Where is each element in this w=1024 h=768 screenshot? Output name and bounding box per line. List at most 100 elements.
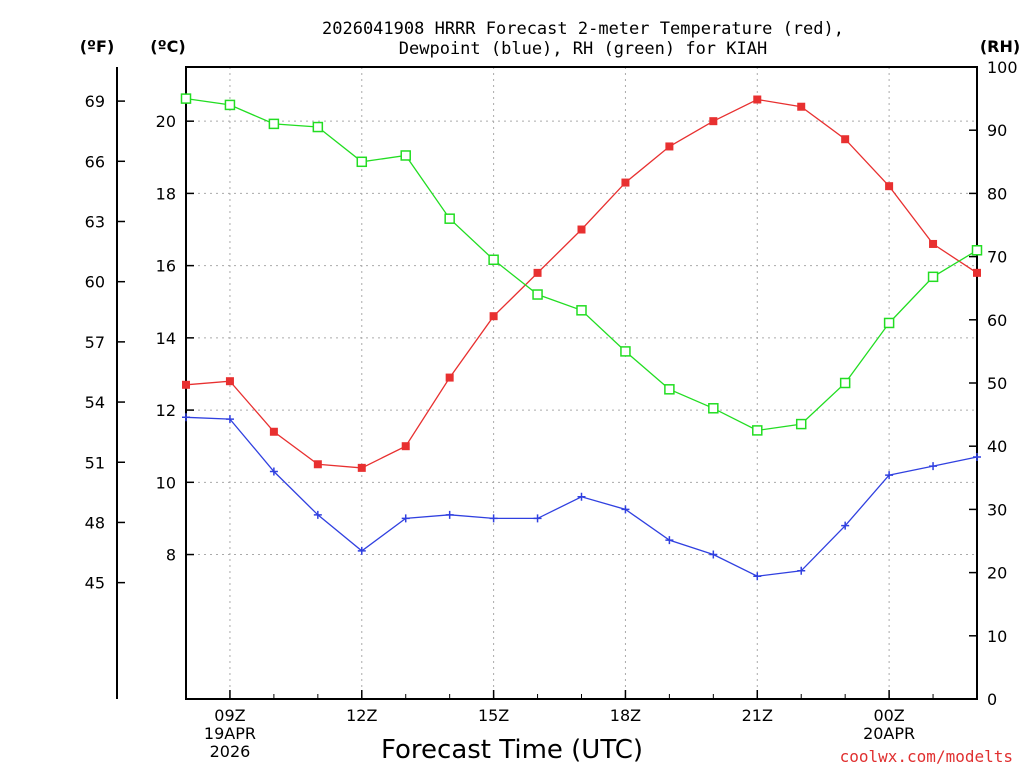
celsius-unit-label: (ºC) [150,37,185,56]
temperature-point [665,142,674,151]
rh-point [356,156,368,168]
rh-tick-label: 0 [987,690,997,709]
celsius-tick-label: 12 [156,401,176,420]
temperature-point [973,268,981,277]
chart-title-line2: Dewpoint (blue), RH (green) for KIAH [399,39,767,59]
temperature-point [621,178,630,187]
x-tick-label: 09Z [214,706,245,725]
x-axis-label: Forecast Time (UTC) [381,735,643,765]
rh-point [312,121,324,133]
temperature-point [753,95,762,104]
rh-point [400,150,411,161]
x-tick-label: 15Z [478,706,509,725]
dewpoint-point [709,550,718,559]
fahrenheit-tick-label: 54 [85,393,105,412]
dewpoint-point [225,415,234,424]
temperature-point [709,117,718,126]
axes: 8 10 12 14 16 18 20 45 48 51 54 57 60 63 66 69 0 10 20 30 40… [85,58,1018,761]
temperature-point [841,135,850,144]
temperature-point [797,102,806,111]
x-tick-label: 00Z [873,706,904,725]
credit-link[interactable]: coolwx.com/modelts [840,747,1013,766]
fahrenheit-tick-label: 45 [85,574,105,593]
rh-point [752,425,763,436]
fahrenheit-unit-label: (ºF) [80,37,115,56]
rh-point [927,271,939,283]
temperature-point [269,427,278,436]
celsius-tick-label: 16 [156,257,176,276]
temperature-point [357,463,366,472]
x-tick-label: 19APR [204,724,256,743]
celsius-tick-label: 18 [156,184,176,203]
rh-tick-label: 100 [987,58,1018,77]
rh-point [620,346,631,357]
dewpoint-point [885,471,894,480]
celsius-tick-label: 20 [156,112,176,131]
rh-point [268,118,280,130]
rh-point [795,418,807,430]
plot-frame [185,66,978,700]
data-series [180,93,983,581]
fahrenheit-tick-label: 63 [85,212,105,231]
fahrenheit-tick-label: 51 [85,453,105,472]
rh-point [971,245,983,256]
dewpoint-point [269,467,278,476]
dewpoint-point [973,453,981,462]
rh-point [576,305,587,316]
rh-point [708,403,719,414]
dewpoint-point [577,492,586,501]
dewpoint-point [797,566,806,575]
temperature-point [489,312,498,321]
temperature-point [533,268,542,277]
fahrenheit-tick-label: 66 [85,152,105,171]
dewpoint-point [182,413,190,422]
dewpoint-point [533,514,542,523]
dewpoint-point [753,572,762,581]
temperature-point [182,380,190,389]
x-tick-label: 21Z [742,706,773,725]
temperature-point [885,182,894,191]
x-tick-label: 2026 [210,742,251,761]
rh-point [488,254,499,266]
rh-point [224,99,236,111]
dewpoint-point [401,514,410,523]
dewpoint-point [313,510,322,519]
temperature-point [225,377,234,386]
x-tick-label: 18Z [610,706,641,725]
temperature-point [577,225,586,234]
temperature-point [445,373,454,382]
fahrenheit-tick-label: 57 [85,333,105,352]
rh-point [839,377,851,389]
rh-unit-label: (RH) [980,37,1020,56]
fahrenheit-tick-label: 60 [85,273,105,292]
celsius-tick-label: 14 [156,329,176,348]
dewpoint-point [357,546,366,555]
rh-tick-label: 80 [987,184,1007,203]
celsius-tick-label: 10 [156,473,176,492]
dewpoint-point [929,462,938,471]
rh-point [664,384,675,395]
rh-tick-label: 20 [987,564,1007,583]
temperature-point [929,239,938,248]
dewpoint-point [665,536,674,545]
fahrenheit-tick-label: 48 [85,513,105,532]
rh-tick-label: 60 [987,311,1007,330]
rh-point [180,93,192,104]
gridlines [186,67,977,699]
rh-tick-label: 40 [987,437,1007,456]
celsius-tick-label: 8 [166,546,176,565]
rh-point [532,289,543,300]
rh-tick-label: 90 [987,121,1007,140]
rh-tick-label: 70 [987,248,1007,267]
x-tick-label: 12Z [346,706,377,725]
rh-line [185,97,978,432]
temperature-point [313,460,322,469]
temperature-line [185,98,978,469]
chart-title-line1: 2026041908 HRRR Forecast 2-meter Tempera… [322,19,844,39]
dewpoint-point [489,514,498,523]
dewpoint-point [621,505,630,514]
rh-tick-label: 30 [987,500,1007,519]
rh-tick-label: 10 [987,627,1007,646]
